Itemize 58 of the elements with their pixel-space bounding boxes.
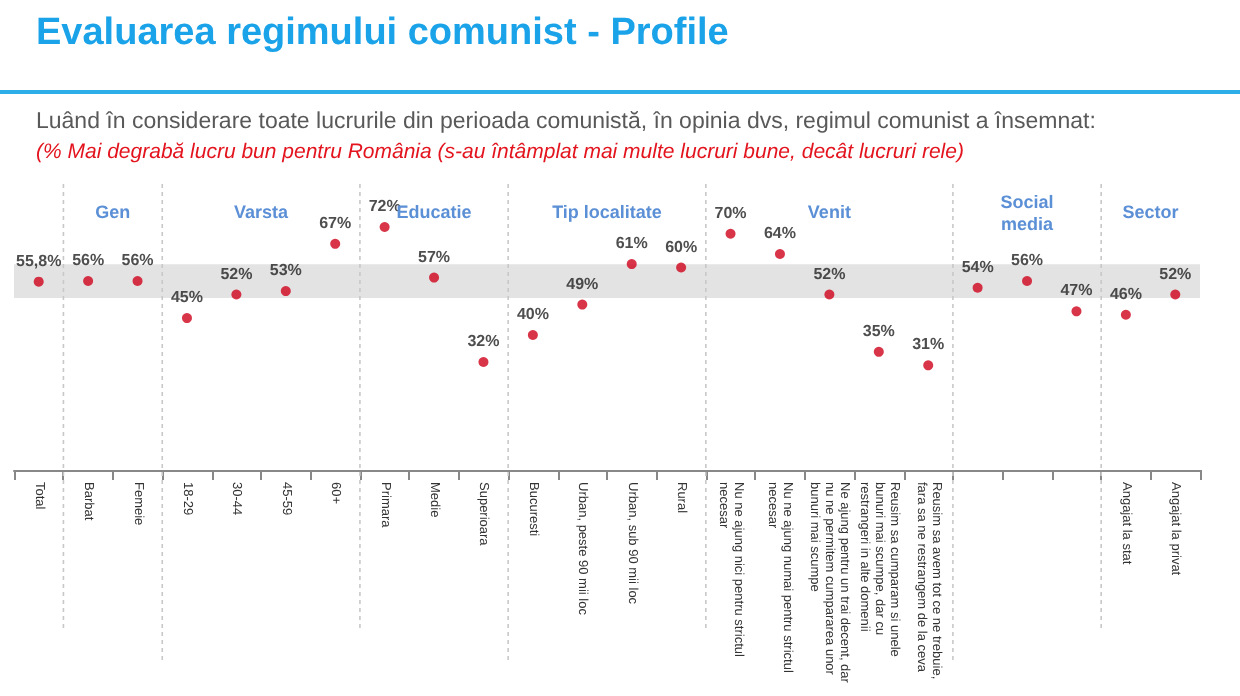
- data-label: 61%: [615, 234, 648, 253]
- data-label: 57%: [418, 247, 451, 266]
- chart-subtitle: Luând în considerare toate lucrurile din perioada comunistă, în opinia dvs, regimul comunist a însemnat:: [36, 110, 1096, 134]
- data-label: 60%: [665, 237, 698, 256]
- point: [1071, 306, 1082, 317]
- point: [478, 357, 489, 367]
- data-label: 31%: [912, 335, 945, 354]
- data-label: 52%: [220, 264, 253, 283]
- point: [676, 262, 687, 273]
- data-label: 45%: [170, 288, 203, 307]
- point: [923, 360, 934, 371]
- point: [1022, 276, 1033, 286]
- chart-title: Evaluarea regimului comunist - Profile: [36, 12, 729, 56]
- data-label: 64%: [763, 224, 796, 242]
- point: [429, 272, 440, 283]
- point: [577, 299, 588, 310]
- point: [83, 276, 94, 286]
- data-label: 40%: [516, 305, 549, 323]
- annotation: Social media: [998, 192, 1056, 236]
- point: [33, 276, 44, 287]
- data-label: 47%: [1060, 281, 1093, 300]
- point: [527, 330, 538, 340]
- point: [1170, 289, 1181, 300]
- point: [330, 238, 341, 249]
- point: [132, 276, 143, 286]
- data-label: 54%: [961, 257, 994, 276]
- point: [1120, 309, 1131, 320]
- data-label: 56%: [1011, 251, 1044, 269]
- text: Educatie: [396, 202, 472, 224]
- data-label: 56%: [72, 251, 105, 269]
- point: [231, 289, 242, 300]
- text: Gen: [95, 202, 131, 224]
- data-label: 52%: [813, 264, 846, 283]
- data-label: 55,8%: [16, 251, 62, 270]
- data-label: 67%: [319, 213, 352, 232]
- text: Venit: [807, 202, 851, 224]
- point: [626, 259, 637, 270]
- text: Tip localitate: [552, 202, 662, 224]
- text: (% Mai degrabă lucru bun pentru România (s-au întâmplat mai multe lucruri bune, decât lucruri rele): [36, 140, 964, 164]
- data-label: 49%: [566, 274, 599, 293]
- point: [379, 222, 390, 232]
- data-label: 70%: [714, 203, 747, 222]
- point: [873, 346, 884, 357]
- point: [972, 282, 983, 293]
- data-label: 72%: [368, 197, 401, 215]
- point: [725, 228, 736, 239]
- point: [280, 286, 291, 297]
- data-label: 56%: [121, 251, 154, 269]
- data-label: 46%: [1109, 284, 1142, 303]
- data-label: 53%: [269, 261, 302, 280]
- point: [181, 313, 192, 324]
- text: Varsta: [234, 202, 289, 224]
- data-label: 32%: [467, 332, 500, 350]
- data-label: 35%: [862, 321, 895, 340]
- data-label: 52%: [1159, 264, 1192, 283]
- text: Sector: [1122, 202, 1179, 224]
- point: [824, 289, 835, 300]
- point: [774, 249, 785, 259]
